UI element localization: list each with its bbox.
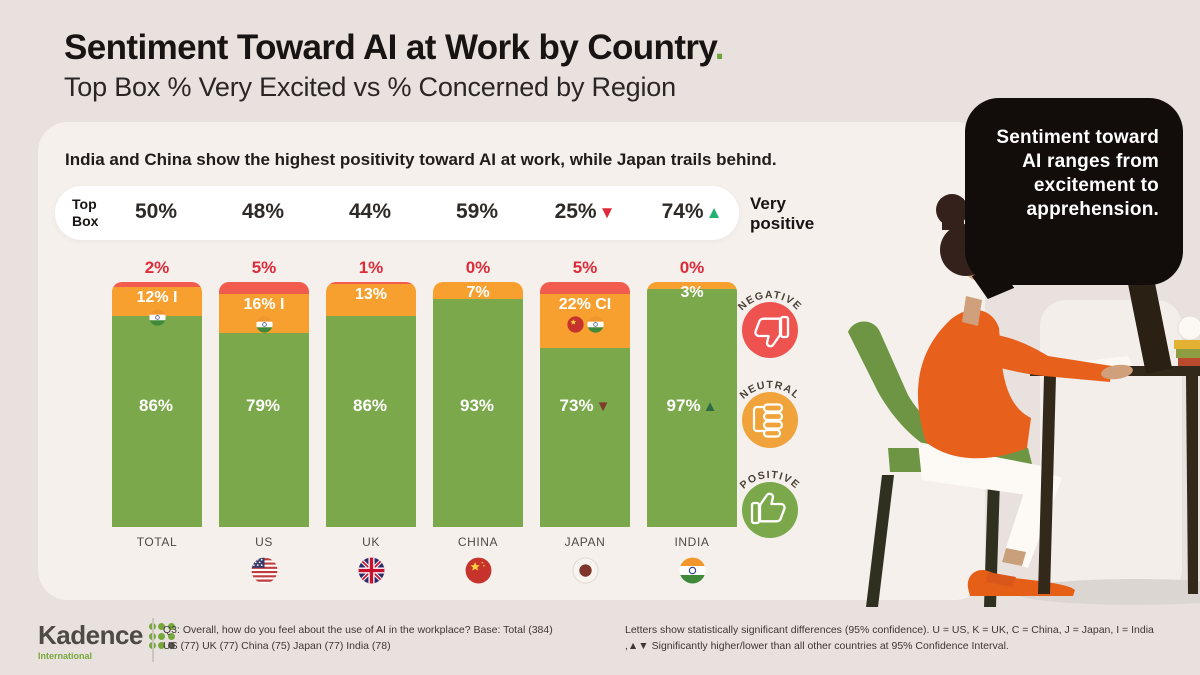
thumbs-up-icon bbox=[750, 492, 786, 525]
column-total: 2% 12% I 86% TOTAL bbox=[112, 258, 202, 549]
significance-note: Letters show statistically significant d… bbox=[625, 624, 1154, 653]
top-box-value-uk: 44% bbox=[348, 200, 392, 223]
down-triangle-icon: ▼ bbox=[595, 398, 611, 415]
category-label: UK bbox=[362, 535, 380, 549]
segment-neutral: 12% I bbox=[112, 286, 202, 326]
header: Sentiment Toward AI at Work by Country. … bbox=[64, 28, 724, 103]
segment-positive bbox=[433, 299, 523, 527]
legend-positive: POSITIVE bbox=[738, 469, 801, 538]
segment-negative bbox=[219, 282, 309, 295]
column-china: 0% 7% 93% CHINA bbox=[433, 258, 523, 584]
segment-neutral: 7% bbox=[433, 282, 523, 301]
top-box-value-japan: 25% ▼ bbox=[554, 200, 616, 223]
person-torso bbox=[917, 309, 1031, 459]
uk-flag-icon bbox=[358, 557, 384, 584]
survey-question-note: Q3: Overall, how do you feel about the u… bbox=[163, 624, 553, 653]
footer: Kadence International Q3: Overall, how d… bbox=[0, 608, 1200, 675]
segment-negative bbox=[326, 282, 416, 285]
footer-divider bbox=[152, 618, 154, 662]
india-flag-icon bbox=[586, 316, 604, 333]
bar-uk: 13% 86% bbox=[326, 282, 416, 527]
insight-text: India and China show the highest positiv… bbox=[65, 150, 777, 169]
bar-us: 16% I 79% bbox=[219, 282, 309, 527]
top-box-value-total: 50% bbox=[134, 200, 178, 223]
books-stack bbox=[1174, 340, 1200, 366]
top-box-label: Top Box bbox=[72, 196, 99, 229]
person-arm bbox=[962, 333, 1133, 382]
negative-value-label: 0% bbox=[679, 258, 705, 277]
speech-bubble: Sentiment toward AI ranges from exciteme… bbox=[965, 98, 1183, 300]
negative-value-label: 2% bbox=[144, 258, 170, 277]
legend-neutral: NEUTRAL bbox=[738, 379, 801, 448]
top-box-pill: Top Box 50% 48% 44% 59% 25% ▼ 74% ▲ bbox=[55, 186, 739, 240]
japan-flag-icon bbox=[571, 557, 599, 584]
desk-lamp-ball bbox=[1177, 315, 1200, 341]
negative-value-label: 5% bbox=[572, 258, 598, 277]
category-label: TOTAL bbox=[136, 535, 178, 549]
india-flag-icon bbox=[679, 557, 705, 584]
bar-china: 7% 93% bbox=[433, 282, 523, 527]
chart-card: India and China show the highest positiv… bbox=[38, 122, 985, 600]
bar-japan: 22% CI 73% ▼ bbox=[540, 282, 630, 527]
segment-positive bbox=[540, 348, 630, 527]
legend-negative: NEGATIVE bbox=[736, 289, 803, 358]
india-flag-icon bbox=[148, 309, 166, 326]
person-at-computer-illustration bbox=[848, 194, 1200, 607]
segment-neutral: 13% bbox=[326, 284, 416, 317]
up-triangle-icon: ▲ bbox=[702, 398, 718, 415]
sentiment-legend: NEGATIVE NEUTRAL bbox=[722, 272, 818, 542]
segment-negative bbox=[112, 282, 202, 287]
column-japan: 5% 22% CI 73% ▼ JAPAN bbox=[540, 258, 630, 584]
category-label: INDIA bbox=[674, 535, 710, 549]
segment-positive bbox=[326, 316, 416, 527]
speech-bubble-text: Sentiment toward AI ranges from exciteme… bbox=[996, 127, 1159, 220]
brand-subtitle: International bbox=[38, 651, 93, 661]
top-box-value-us: 48% bbox=[241, 200, 285, 223]
column-uk: 1% 13% 86% UK bbox=[326, 258, 416, 584]
india-flag-icon bbox=[255, 316, 273, 333]
segment-neutral: 3% bbox=[647, 282, 737, 301]
segment-negative bbox=[540, 282, 630, 295]
title-accent-period: . bbox=[714, 28, 725, 67]
column-india: 0% 3% 97% ▲ INDIA bbox=[647, 258, 737, 584]
china-flag-icon bbox=[566, 316, 584, 333]
down-triangle-icon: ▼ bbox=[598, 203, 616, 222]
negative-value-label: 1% bbox=[358, 258, 384, 277]
top-box-value-china: 59% bbox=[455, 200, 499, 223]
brand-name: Kadence bbox=[38, 620, 143, 650]
category-label: CHINA bbox=[457, 535, 499, 549]
segment-positive bbox=[647, 289, 737, 527]
stacked-bar-chart: 2% 12% I 86% TOTAL 5% bbox=[112, 258, 752, 588]
top-box-value-india: 74% ▲ bbox=[661, 200, 723, 223]
segment-positive bbox=[112, 316, 202, 527]
us-flag-icon bbox=[251, 557, 277, 584]
segment-positive bbox=[219, 333, 309, 527]
bar-india: 3% 97% ▲ bbox=[647, 282, 737, 527]
fist-icon bbox=[752, 403, 784, 438]
very-positive-caption: Very positive bbox=[750, 194, 815, 234]
hand bbox=[1101, 364, 1133, 380]
category-label: US bbox=[255, 535, 273, 549]
negative-value-label: 0% bbox=[465, 258, 491, 277]
thumbs-down-icon bbox=[754, 315, 790, 348]
up-triangle-icon: ▲ bbox=[705, 203, 723, 222]
negative-value-label: 5% bbox=[251, 258, 277, 277]
segment-neutral: 22% CI bbox=[540, 294, 630, 349]
segment-neutral: 16% I bbox=[219, 294, 309, 334]
china-flag-icon bbox=[465, 557, 491, 584]
bar-total: 12% I 86% bbox=[112, 282, 202, 527]
category-label: JAPAN bbox=[564, 535, 606, 549]
page-title: Sentiment Toward AI at Work by Country. bbox=[64, 28, 725, 67]
column-us: 5% 16% I 79% US bbox=[219, 258, 309, 584]
page-subtitle: Top Box % Very Excited vs % Concerned by… bbox=[64, 72, 676, 102]
kadence-logo: Kadence International bbox=[38, 622, 175, 661]
